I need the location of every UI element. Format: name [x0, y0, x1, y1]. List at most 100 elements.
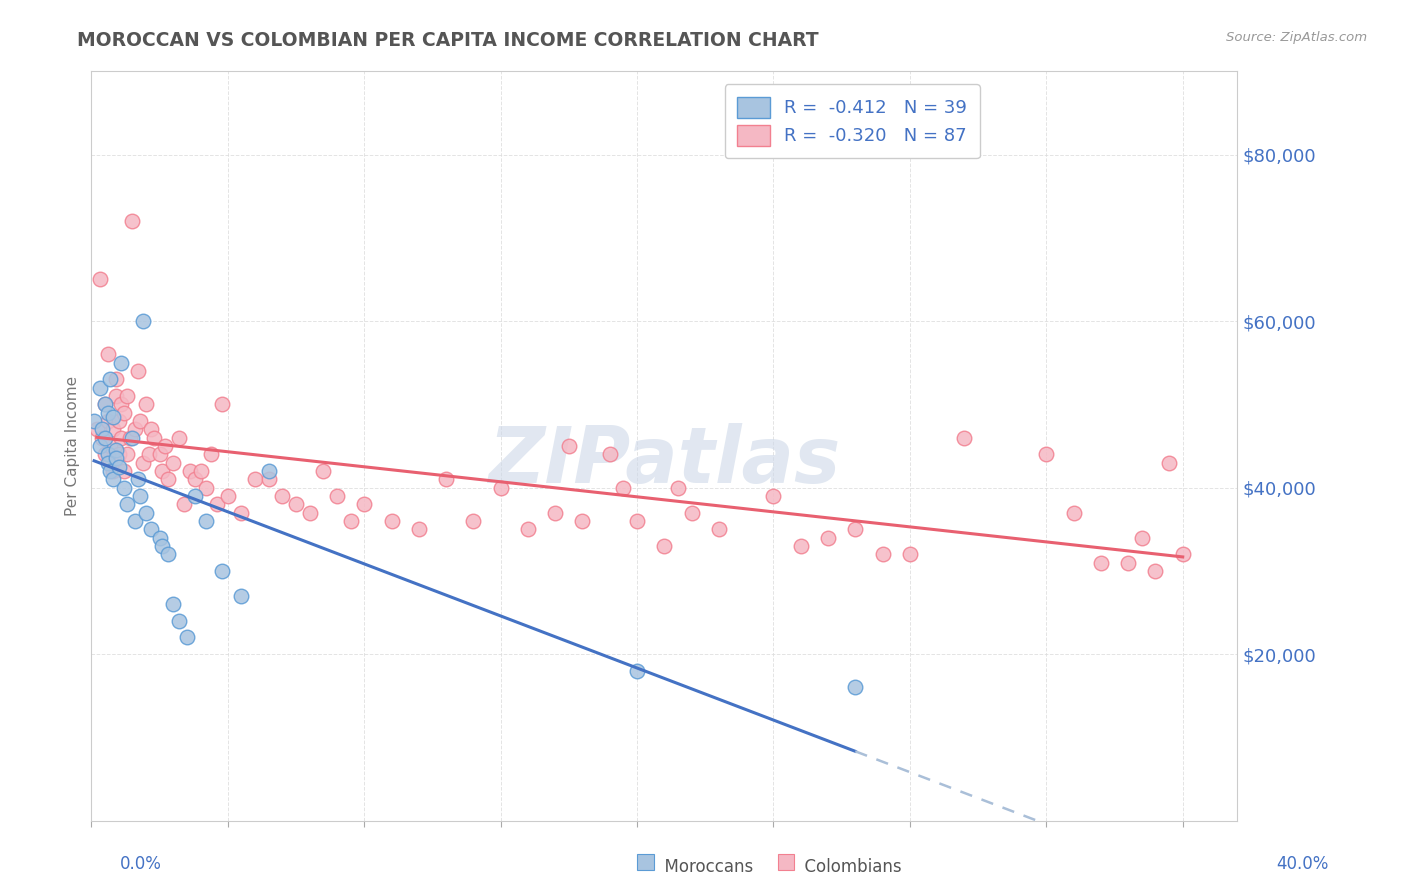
Point [124, 514, 146, 528]
Point [1035, 447, 1057, 461]
Point [599, 447, 621, 461]
Point [129, 489, 152, 503]
Point [141, 522, 163, 536]
Point [271, 489, 294, 503]
Point [844, 522, 866, 536]
Point [100, 456, 122, 470]
Point [89, 272, 111, 286]
Point [681, 506, 703, 520]
Point [176, 631, 198, 645]
Point [110, 397, 132, 411]
Point [132, 456, 155, 470]
Point [97, 406, 120, 420]
Point [107, 414, 129, 428]
Point [127, 364, 149, 378]
Point [150, 539, 173, 553]
Point [558, 439, 581, 453]
Point [257, 472, 280, 486]
Text: 0.0%: 0.0% [120, 855, 162, 872]
Point [184, 489, 207, 503]
Point [135, 397, 157, 411]
Point [132, 314, 155, 328]
Point [762, 489, 785, 503]
Point [817, 531, 839, 545]
Point [844, 681, 866, 695]
Point [231, 506, 253, 520]
Point [200, 447, 222, 461]
Point [124, 422, 146, 436]
Text: Colombians: Colombians [794, 858, 903, 876]
Point [91, 422, 114, 436]
Point [434, 472, 457, 486]
Y-axis label: Per Capita Income: Per Capita Income [65, 376, 80, 516]
Point [97, 347, 120, 361]
Point [135, 506, 157, 520]
Point [184, 472, 207, 486]
Point [298, 506, 321, 520]
Point [141, 422, 163, 436]
Point [94, 447, 117, 461]
Point [162, 456, 184, 470]
Point [173, 497, 195, 511]
Legend: R =  -0.412   N = 39, R =  -0.320   N = 87: R = -0.412 N = 39, R = -0.320 N = 87 [724, 84, 980, 159]
Point [100, 372, 122, 386]
Point [463, 514, 485, 528]
Point [104, 389, 127, 403]
Point [1063, 506, 1085, 520]
Point [143, 431, 166, 445]
Point [571, 514, 593, 528]
Point [103, 472, 125, 486]
Point [94, 397, 117, 411]
Point [83, 414, 105, 428]
Point [100, 464, 122, 478]
Point [115, 497, 138, 511]
Point [1171, 547, 1194, 561]
Point [97, 447, 120, 461]
Point [194, 514, 217, 528]
Point [86, 422, 108, 436]
Point [112, 464, 135, 478]
Text: 40.0%: 40.0% [1277, 855, 1329, 872]
Point [872, 547, 894, 561]
Point [380, 514, 402, 528]
Point [121, 431, 143, 445]
Point [104, 443, 127, 458]
Point [205, 497, 228, 511]
Point [408, 522, 430, 536]
Point [156, 547, 179, 561]
Text: MOROCCAN VS COLOMBIAN PER CAPITA INCOME CORRELATION CHART: MOROCCAN VS COLOMBIAN PER CAPITA INCOME … [77, 31, 818, 50]
Point [100, 439, 122, 453]
Point [211, 564, 233, 578]
Point [1157, 456, 1180, 470]
Point [666, 481, 689, 495]
Point [167, 431, 190, 445]
Point [121, 214, 143, 228]
Point [339, 514, 361, 528]
Point [626, 514, 648, 528]
Point [112, 406, 135, 420]
Point [285, 497, 308, 511]
Point [707, 522, 730, 536]
Point [107, 459, 129, 474]
Point [1130, 531, 1153, 545]
Point [149, 447, 172, 461]
Point [162, 597, 184, 611]
Point [138, 447, 160, 461]
Point [652, 539, 675, 553]
Point [217, 489, 239, 503]
Point [107, 447, 129, 461]
Point [790, 539, 813, 553]
Point [103, 464, 125, 478]
Point [94, 431, 117, 445]
Point [97, 414, 120, 428]
Text: ZIPatlas: ZIPatlas [488, 423, 841, 499]
Point [89, 439, 111, 453]
Point [1090, 556, 1112, 570]
Point [353, 497, 375, 511]
Point [150, 464, 173, 478]
Point [626, 664, 648, 678]
Point [103, 422, 125, 436]
Point [167, 614, 190, 628]
Point [544, 506, 567, 520]
Point [231, 589, 253, 603]
